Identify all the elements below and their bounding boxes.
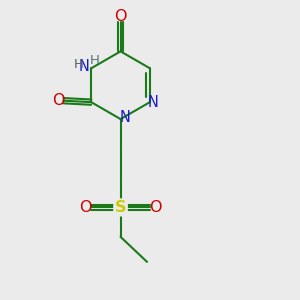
Text: H: H: [90, 54, 100, 67]
Text: O: O: [149, 200, 162, 215]
Text: N: N: [79, 59, 90, 74]
Text: O: O: [80, 200, 92, 215]
Text: O: O: [114, 9, 127, 24]
Text: H: H: [74, 58, 84, 71]
Text: S: S: [115, 200, 126, 215]
Text: O: O: [52, 93, 64, 108]
Text: N: N: [119, 110, 130, 125]
Text: N: N: [148, 95, 159, 110]
